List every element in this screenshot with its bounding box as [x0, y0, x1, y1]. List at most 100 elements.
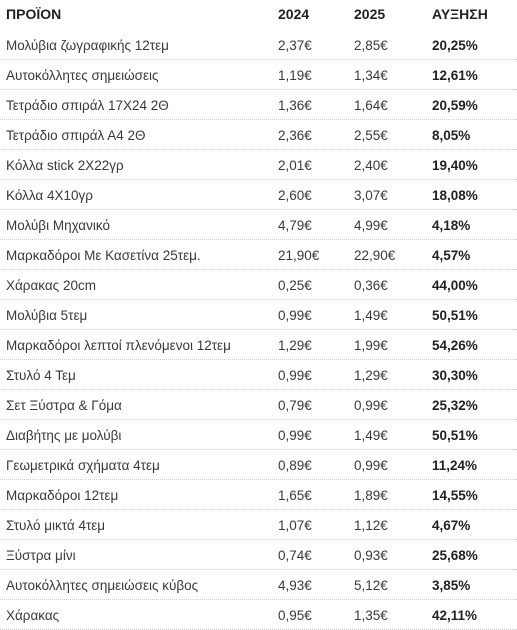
- product-cell: Χάρακας 20cm: [6, 278, 96, 293]
- increase-cell: 8,05%: [432, 128, 471, 143]
- price-2025-cell: 1,12€: [354, 518, 388, 533]
- product-cell: Μαρκαδόροι λεπτοί πλενόμενοι 12τεμ: [6, 338, 231, 353]
- header-2025: 2025: [354, 6, 386, 22]
- product-cell: Αυτοκόλλητες σημειώσεις κύβος: [6, 578, 199, 593]
- price-2024-cell: 1,36€: [278, 98, 312, 113]
- increase-cell: 11,24%: [432, 458, 478, 473]
- price-2025-cell: 1,99€: [354, 338, 388, 353]
- table-row: Αυτοκόλλητες σημειώσεις κύβος 4,93€ 5,12€ 3…: [0, 570, 517, 600]
- price-2025-cell: 2,40€: [354, 158, 388, 173]
- header-increase: ΑΥΞΗΣΗ: [432, 6, 488, 22]
- table-row: Μαρκαδόροι 12τεμ 1,65€ 1,89€ 14,55%: [0, 480, 517, 510]
- price-2024-cell: 0,99€: [278, 308, 312, 323]
- increase-cell: 30,30%: [432, 368, 478, 383]
- price-2025-cell: 5,12€: [354, 578, 388, 593]
- product-cell: Χάρακας: [6, 608, 60, 623]
- table-row: Μολύβι Μηχανικό 4,79€ 4,99€ 4,18%: [0, 210, 517, 240]
- price-2024-cell: 21,90€: [278, 248, 320, 263]
- increase-cell: 18,08%: [432, 188, 478, 203]
- table-row: Μαρκαδόροι Με Κασετίνα 25τεμ. 21,90€ 22,90…: [0, 240, 517, 270]
- table-row: Χάρακας 0,95€ 1,35€ 42,11%: [0, 600, 517, 630]
- price-2025-cell: 1,29€: [354, 368, 388, 383]
- table-row: Διαβήτης με μολύβι 0,99€ 1,49€ 50,51%: [0, 420, 517, 450]
- price-2024-cell: 0,89€: [278, 458, 312, 473]
- increase-cell: 4,57%: [432, 248, 471, 263]
- price-2024-cell: 1,29€: [278, 338, 312, 353]
- increase-cell: 4,67%: [432, 518, 471, 533]
- product-cell: Ξύστρα μίνι: [6, 548, 76, 563]
- price-2025-cell: 0,99€: [354, 458, 388, 473]
- table-body: Μολύβια ζωγραφικής 12τεμ 2,37€ 2,85€ 20,25%…: [0, 30, 517, 630]
- increase-cell: 4,18%: [432, 218, 471, 233]
- price-2025-cell: 4,99€: [354, 218, 388, 233]
- price-2025-cell: 1,34€: [354, 68, 388, 83]
- table-row: Στυλό 4 Τεμ 0,99€ 1,29€ 30,30%: [0, 360, 517, 390]
- increase-cell: 25,68%: [432, 548, 478, 563]
- increase-cell: 44,00%: [432, 278, 478, 293]
- price-2025-cell: 22,90€: [354, 248, 396, 263]
- product-cell: Αυτοκόλλητες σημειώσεις: [6, 68, 159, 83]
- product-cell: Μαρκαδόροι Με Κασετίνα 25τεμ.: [6, 248, 201, 263]
- product-cell: Κόλλα 4Χ10γρ: [6, 188, 93, 203]
- product-cell: Μολύβια 5τεμ: [6, 308, 88, 323]
- table-row: Ξύστρα μίνι 0,74€ 0,93€ 25,68%: [0, 540, 517, 570]
- price-2024-cell: 0,99€: [278, 368, 312, 383]
- table-row: Κόλλα stick 2X22γρ 2,01€ 2,40€ 19,40%: [0, 150, 517, 180]
- product-cell: Στυλό μικτά 4τεμ: [6, 518, 106, 533]
- header-2024: 2024: [278, 6, 310, 22]
- price-2025-cell: 3,07€: [354, 188, 388, 203]
- table-header: ΠΡΟΪΟΝ 2024 2025 ΑΥΞΗΣΗ: [0, 0, 517, 30]
- price-2025-cell: 1,64€: [354, 98, 388, 113]
- increase-cell: 25,32%: [432, 398, 478, 413]
- table-row: Αυτοκόλλητες σημειώσεις 1,19€ 1,34€ 12,61%: [0, 60, 517, 90]
- table-row: Μαρκαδόροι λεπτοί πλενόμενοι 12τεμ 1,29€ 1…: [0, 330, 517, 360]
- price-2024-cell: 2,36€: [278, 128, 312, 143]
- product-cell: Σετ Ξύστρα & Γόμα: [6, 398, 122, 413]
- increase-cell: 14,55%: [432, 488, 478, 503]
- product-cell: Στυλό 4 Τεμ: [6, 368, 76, 383]
- table-row: Τετράδιο σπιράλ 17Χ24 2Θ 1,36€ 1,64€ 20,59%: [0, 90, 517, 120]
- price-2024-cell: 0,79€: [278, 398, 312, 413]
- price-2024-cell: 2,60€: [278, 188, 312, 203]
- price-2024-cell: 0,95€: [278, 608, 312, 623]
- table-row: Μολύβια 5τεμ 0,99€ 1,49€ 50,51%: [0, 300, 517, 330]
- price-2024-cell: 2,37€: [278, 38, 312, 53]
- table-row: Σετ Ξύστρα & Γόμα 0,79€ 0,99€ 25,32%: [0, 390, 517, 420]
- increase-cell: 12,61%: [432, 68, 478, 83]
- product-cell: Μαρκαδόροι 12τεμ: [6, 488, 119, 503]
- price-2024-cell: 0,74€: [278, 548, 312, 563]
- price-2024-cell: 1,07€: [278, 518, 312, 533]
- header-product: ΠΡΟΪΟΝ: [6, 6, 62, 22]
- table-row: Τετράδιο σπιράλ Α4 2Θ 2,36€ 2,55€ 8,05%: [0, 120, 517, 150]
- price-2024-cell: 1,19€: [278, 68, 312, 83]
- product-cell: Μολύβια ζωγραφικής 12τεμ: [6, 38, 169, 53]
- price-2024-cell: 0,99€: [278, 428, 312, 443]
- table-row: Μολύβια ζωγραφικής 12τεμ 2,37€ 2,85€ 20,25%: [0, 30, 517, 60]
- table-row: Γεωμετρικά σχήματα 4τεμ 0,89€ 0,99€ 11,24%: [0, 450, 517, 480]
- price-2025-cell: 0,99€: [354, 398, 388, 413]
- price-2024-cell: 4,79€: [278, 218, 312, 233]
- price-2025-cell: 1,35€: [354, 608, 388, 623]
- product-cell: Τετράδιο σπιράλ 17Χ24 2Θ: [6, 98, 169, 113]
- increase-cell: 19,40%: [432, 158, 478, 173]
- increase-cell: 3,85%: [432, 578, 471, 593]
- table-row: Στυλό μικτά 4τεμ 1,07€ 1,12€ 4,67%: [0, 510, 517, 540]
- product-cell: Μολύβι Μηχανικό: [6, 218, 110, 233]
- price-2025-cell: 0,36€: [354, 278, 388, 293]
- increase-cell: 54,26%: [432, 338, 478, 353]
- product-cell: Γεωμετρικά σχήματα 4τεμ: [6, 458, 160, 473]
- price-2024-cell: 2,01€: [278, 158, 312, 173]
- table-row: Χάρακας 20cm 0,25€ 0,36€ 44,00%: [0, 270, 517, 300]
- price-2024-cell: 0,25€: [278, 278, 312, 293]
- increase-cell: 50,51%: [432, 428, 478, 443]
- price-2025-cell: 2,55€: [354, 128, 388, 143]
- price-2024-cell: 1,65€: [278, 488, 312, 503]
- price-2025-cell: 1,49€: [354, 428, 388, 443]
- price-2025-cell: 2,85€: [354, 38, 388, 53]
- increase-cell: 20,59%: [432, 98, 478, 113]
- table-row: Κόλλα 4Χ10γρ 2,60€ 3,07€ 18,08%: [0, 180, 517, 210]
- increase-cell: 20,25%: [432, 38, 478, 53]
- price-2025-cell: 1,89€: [354, 488, 388, 503]
- price-2024-cell: 4,93€: [278, 578, 312, 593]
